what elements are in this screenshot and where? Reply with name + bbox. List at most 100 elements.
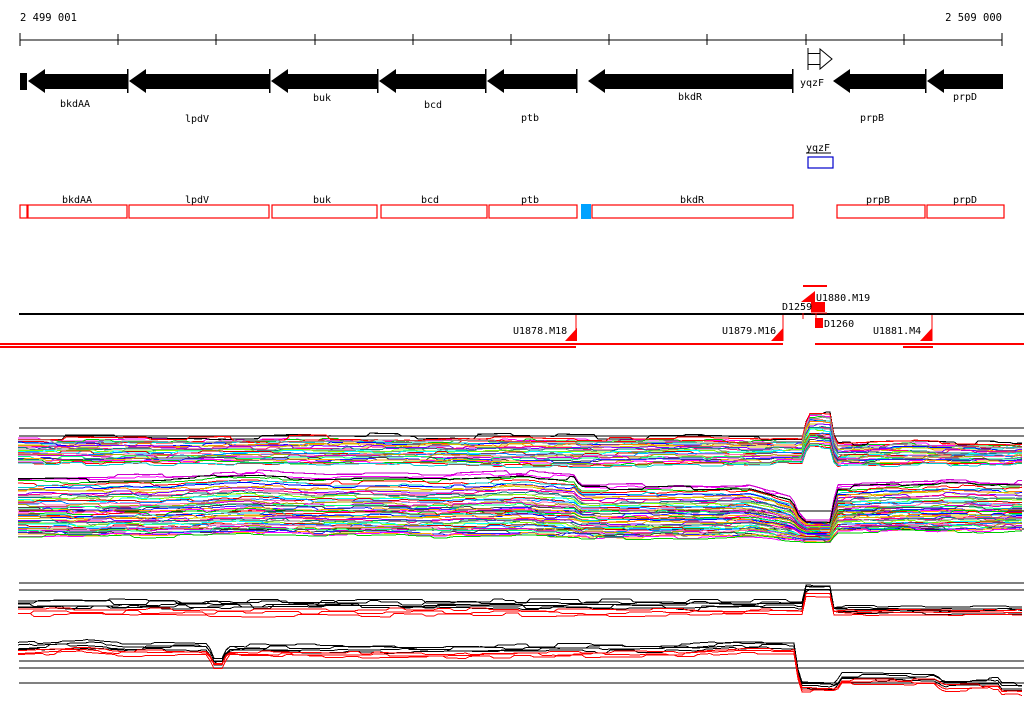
gene-boundary-bar: [576, 69, 578, 93]
probe-box-bcd[interactable]: [380, 204, 488, 219]
probe-highlight[interactable]: [581, 204, 591, 219]
profile-line: [18, 522, 1023, 541]
gene-label-yqzF: yqzF: [800, 78, 824, 89]
marker-label-U1881-M4: U1881.M4: [873, 326, 921, 337]
gene-arrow-head[interactable]: [379, 69, 396, 93]
probe-box-prpD[interactable]: [926, 204, 1005, 219]
probe-label-bcd: bcd: [421, 195, 439, 206]
segment-red-line-1: [0, 343, 783, 345]
gene-lpdV[interactable]: lpdV: [129, 69, 271, 125]
ruler-track: [19, 33, 1003, 46]
gene-arrow-head[interactable]: [833, 69, 850, 93]
marker-flag-square[interactable]: [811, 302, 825, 312]
marker-flag-triangle[interactable]: [801, 291, 815, 302]
profile-line: [18, 479, 1023, 525]
probe-box-ptb[interactable]: [488, 204, 578, 219]
gene-yqzF[interactable]: yqzF: [800, 47, 833, 89]
gene-arrow-body[interactable]: [144, 74, 269, 89]
marker-U1879-M16[interactable]: U1879.M16: [722, 315, 784, 341]
gene-boundary-bar: [925, 69, 927, 93]
gene-arrow-head[interactable]: [819, 47, 833, 71]
profile-line: [18, 436, 1022, 461]
gene-boundary-bar: [792, 69, 794, 93]
profile-line: [17, 480, 1022, 526]
profile-line: [18, 426, 1022, 454]
gene-arrow-body[interactable]: [286, 74, 377, 89]
plot-band-band2: [17, 469, 1023, 544]
profile-line: [18, 593, 1022, 615]
probe-box-bkdAA[interactable]: [27, 204, 128, 219]
gene-label-bkdAA: bkdAA: [60, 99, 90, 110]
profile-line: [18, 527, 1023, 540]
marker-flag-square[interactable]: [815, 318, 823, 328]
plot-band-panel3: [18, 584, 1023, 618]
gene-stub[interactable]: [20, 73, 27, 90]
profile-line: [18, 411, 1022, 446]
gene-arrow-head[interactable]: [129, 69, 146, 93]
marker-U1881-M4[interactable]: U1881.M4: [873, 315, 933, 341]
annotation-box[interactable]: [807, 156, 834, 169]
profile-line: [17, 643, 1022, 690]
gene-bkdAA[interactable]: bkdAA: [28, 69, 129, 110]
gene-label-ptb: ptb: [521, 113, 539, 124]
profile-line: [18, 444, 1023, 469]
annotation-label-yqzF[interactable]: yqzF: [806, 143, 830, 154]
gene-arrow-body[interactable]: [43, 74, 127, 89]
gene-arrow-head[interactable]: [28, 69, 45, 93]
profile-line: [18, 416, 1023, 449]
profile-line: [18, 500, 1022, 533]
gene-prpD[interactable]: prpD: [927, 69, 1003, 103]
probe-label-bkdR: bkdR: [680, 195, 705, 206]
gene-arrow-body[interactable]: [502, 74, 576, 89]
profile-line: [17, 646, 1022, 692]
gene-arrow-head[interactable]: [487, 69, 504, 93]
profile-line: [18, 476, 1023, 524]
marker-flag-triangle[interactable]: [920, 328, 932, 341]
expression-plot: [17, 411, 1024, 697]
profile-line: [18, 523, 1023, 541]
marker-D1260[interactable]: D1260: [815, 318, 854, 330]
marker-flag-triangle[interactable]: [771, 328, 783, 341]
gene-arrow-body[interactable]: [394, 74, 485, 89]
profile-line: [18, 585, 1023, 612]
profile-line: [18, 514, 1023, 537]
profile-line: [18, 442, 1022, 466]
profile-line: [18, 495, 1022, 531]
profile-line: [18, 423, 1022, 453]
gene-ptb[interactable]: ptb: [487, 69, 578, 124]
probe-box-stub[interactable]: [19, 204, 28, 219]
probe-box-buk[interactable]: [271, 204, 378, 219]
marker-U1878-M18[interactable]: U1878.M18: [513, 315, 577, 341]
probe-label-lpdV: lpdV: [185, 195, 209, 206]
probe-box-lpdV[interactable]: [128, 204, 270, 219]
probe-box-prpB[interactable]: [836, 204, 926, 219]
gene-bkdR[interactable]: bkdR: [588, 69, 794, 103]
gene-arrow-body[interactable]: [807, 53, 821, 65]
profile-line: [18, 588, 1022, 614]
probe-box-bkdR[interactable]: [591, 204, 794, 219]
profile-line: [18, 502, 1022, 533]
gene-track: bkdAA lpdV buk bcd ptb bkdR yqzF prpB prpD: [20, 47, 1003, 125]
marker-U1880-M19[interactable]: U1880.M19: [801, 285, 870, 304]
marker-D1259[interactable]: D1259: [782, 302, 827, 319]
gene-arrow-body[interactable]: [848, 74, 925, 89]
profile-line: [18, 516, 1023, 538]
gene-prpB[interactable]: prpB: [833, 69, 927, 124]
gene-boundary-bar: [127, 69, 129, 93]
marker-label-U1880-M19: U1880.M19: [816, 293, 870, 304]
profile-line: [18, 474, 1023, 524]
gene-bcd[interactable]: bcd: [379, 69, 487, 111]
gene-arrow-head[interactable]: [271, 69, 288, 93]
marker-flag-triangle[interactable]: [565, 328, 577, 341]
gene-arrow-head[interactable]: [588, 69, 605, 93]
profile-line: [18, 492, 1022, 529]
probe-label-prpB: prpB: [866, 195, 890, 206]
profile-line: [18, 513, 1022, 537]
gene-arrow-body[interactable]: [942, 74, 1003, 89]
gene-arrow-body[interactable]: [603, 74, 792, 89]
gene-buk[interactable]: buk: [271, 69, 379, 104]
plot-band-band1: [17, 411, 1023, 469]
gene-arrow-head[interactable]: [927, 69, 944, 93]
